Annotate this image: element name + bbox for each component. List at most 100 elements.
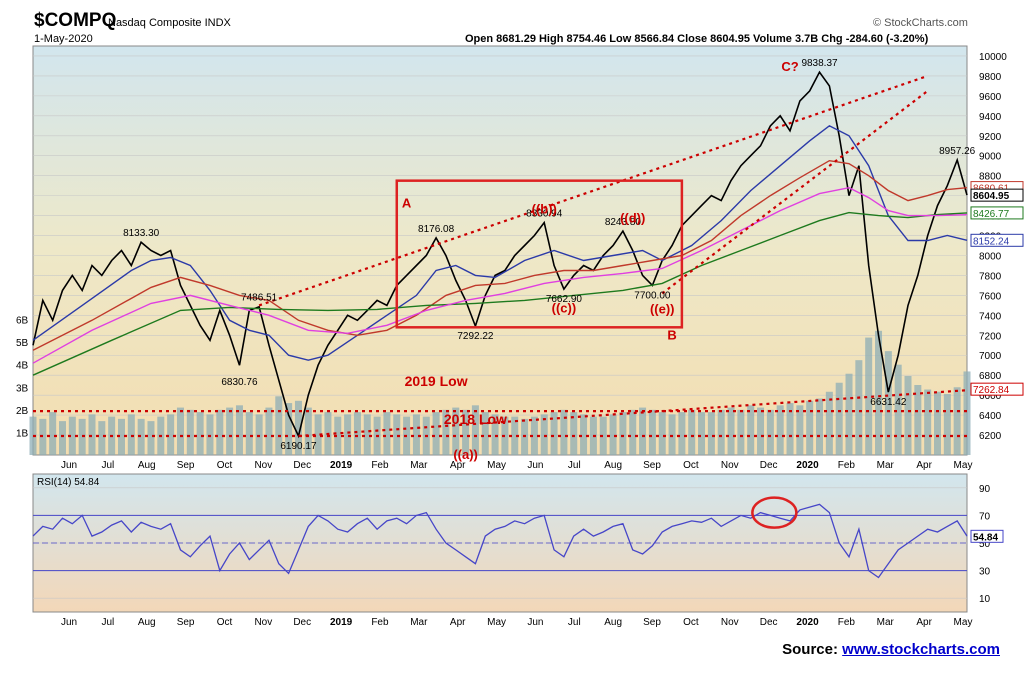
volume-bar xyxy=(344,414,352,455)
x-tick-label: May xyxy=(954,460,973,470)
trend-label: 2018 Low xyxy=(444,411,507,427)
y-tick-label: 7200 xyxy=(979,331,1002,342)
volume-bar xyxy=(924,389,932,455)
volume-bar xyxy=(334,416,342,455)
y-tick-label: 9600 xyxy=(979,92,1002,103)
volume-bar xyxy=(383,412,391,455)
volume-bar xyxy=(432,412,440,455)
y-tick-label: 6400 xyxy=(979,411,1002,422)
x-tick-label: May xyxy=(487,460,506,470)
y-tick-label: 6200 xyxy=(979,431,1002,442)
price-annotation: 8957.26 xyxy=(939,146,976,157)
volume-bar xyxy=(412,414,420,455)
x-tick-label: Oct xyxy=(217,460,233,470)
volume-bar xyxy=(796,405,804,455)
volume-bar xyxy=(914,385,922,455)
volume-bar xyxy=(825,391,833,455)
wave-label: ((e)) xyxy=(650,301,675,316)
y-tick-label: 8000 xyxy=(979,251,1002,262)
volume-bar xyxy=(963,371,971,455)
rsi-x-tick-label: Jun xyxy=(61,617,77,628)
volume-bar xyxy=(294,400,302,455)
volume-bar xyxy=(511,416,519,455)
volume-bar xyxy=(363,414,371,455)
price-annotation: 9838.37 xyxy=(801,58,838,69)
rsi-x-tick-label: Apr xyxy=(450,617,466,628)
x-tick-label: Nov xyxy=(254,460,272,470)
source-label: Source: xyxy=(782,641,838,658)
price-chart: 6200 6400 6600 6800 7000 7200 7400 7600 7800 8000… xyxy=(16,45,1024,470)
price-annotation: 6190.17 xyxy=(280,441,317,452)
chart-date: 1-May-2020 xyxy=(34,33,93,45)
volume-bar xyxy=(619,412,627,455)
volume-bar xyxy=(747,405,755,455)
volume-bar xyxy=(570,412,578,455)
volume-bar xyxy=(226,407,234,455)
x-tick-label: Aug xyxy=(604,460,622,470)
volume-bar xyxy=(206,414,214,455)
rsi-x-tick-label: Apr xyxy=(916,617,932,628)
volume-bar xyxy=(894,364,902,455)
volume-bar xyxy=(678,412,686,455)
x-tick-label: Mar xyxy=(410,460,428,470)
price-box xyxy=(970,233,1024,247)
volume-bar xyxy=(550,412,558,455)
y-tick-label: 7600 xyxy=(979,291,1002,302)
rsi-x-tick-label: Sep xyxy=(177,617,195,628)
volume-bar xyxy=(766,409,774,455)
volume-bar xyxy=(786,403,794,455)
volume-bar xyxy=(639,407,647,455)
volume-bar xyxy=(727,407,735,455)
volume-bar xyxy=(865,337,873,455)
volume-bar xyxy=(167,414,175,455)
source-link[interactable]: www.stockcharts.com xyxy=(842,641,1000,658)
price-annotation: 8176.08 xyxy=(418,224,455,235)
volume-bar xyxy=(855,360,863,455)
rsi-x-tick-label: 2019 xyxy=(330,617,353,628)
volume-tick-label: 2B xyxy=(16,406,29,417)
wave-label: B xyxy=(667,327,676,342)
rsi-x-tick-label: Oct xyxy=(217,617,233,628)
rsi-x-tick-label: Feb xyxy=(371,617,389,628)
y-tick-label: 7400 xyxy=(979,311,1002,322)
x-tick-label: Mar xyxy=(877,460,895,470)
rsi-x-tick-label: Aug xyxy=(604,617,622,628)
volume-bar xyxy=(196,412,204,455)
volume-bar xyxy=(127,414,135,455)
volume-bar xyxy=(442,409,450,455)
volume-bar xyxy=(884,351,892,455)
wave-label: ((a)) xyxy=(453,447,478,462)
wave-label: C? xyxy=(781,59,798,74)
x-tick-label: Feb xyxy=(371,460,389,470)
volume-bar xyxy=(285,403,293,455)
volume-bar xyxy=(737,409,745,455)
volume-bar xyxy=(629,409,637,455)
volume-bar xyxy=(137,418,145,455)
volume-bar xyxy=(609,414,617,455)
price-box-label: 8604.95 xyxy=(973,191,1010,202)
rsi-y-tick-label: 10 xyxy=(979,594,991,605)
volume-bar xyxy=(688,409,696,455)
volume-bar xyxy=(471,405,479,455)
price-box xyxy=(970,206,1024,220)
rsi-y-tick-label: 30 xyxy=(979,567,991,578)
x-tick-label: Sep xyxy=(643,460,661,470)
y-tick-label: 8800 xyxy=(979,172,1002,183)
volume-bar xyxy=(117,418,125,455)
rsi-x-tick-label: Jun xyxy=(527,617,543,628)
series-line-ema-165- xyxy=(32,186,968,364)
y-tick-label: 9000 xyxy=(979,152,1002,163)
volume-tick-label: 6B xyxy=(16,316,29,327)
x-tick-label: Jun xyxy=(527,460,543,470)
rsi-x-tick-label: Aug xyxy=(138,617,156,628)
plot-area xyxy=(32,45,968,456)
series-line-ma-50- xyxy=(32,124,968,361)
price-annotation: 6631.42 xyxy=(870,397,907,408)
volume-bar xyxy=(835,382,843,455)
volume-bar xyxy=(580,414,588,455)
rsi-x-tick-label: May xyxy=(487,617,506,628)
price-annotation: 8330.94 xyxy=(526,209,563,220)
volume-bar xyxy=(452,407,460,455)
x-tick-label: 2020 xyxy=(796,460,819,470)
volume-bar xyxy=(943,394,951,455)
